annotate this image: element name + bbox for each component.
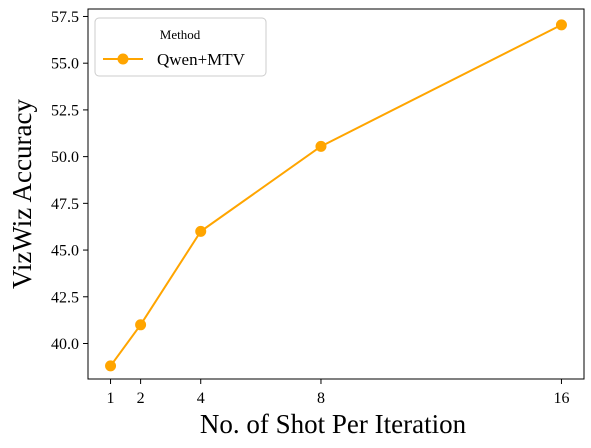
x-tick-label: 8 (317, 390, 325, 407)
y-tick-label: 50.0 (51, 149, 79, 166)
plot-frame (87, 8, 585, 380)
data-point (105, 360, 117, 372)
x-axis-label: No. of Shot Per Iteration (200, 409, 467, 439)
y-tick-label: 45.0 (51, 243, 79, 260)
data-point (555, 19, 567, 31)
y-axis-label: VizWiz Accuracy (7, 99, 37, 289)
series-layer (105, 19, 567, 372)
y-tick-label: 52.5 (51, 102, 79, 119)
data-point (135, 319, 147, 331)
legend-box (94, 17, 267, 77)
x-tick-label: 4 (197, 390, 205, 407)
y-tick-label: 40.0 (51, 336, 79, 353)
x-tick-label: 2 (137, 390, 145, 407)
data-point (315, 140, 327, 152)
plot-area (87, 8, 585, 380)
y-tick-label: 55.0 (51, 56, 79, 73)
legend-title: Method (160, 27, 201, 42)
data-point (195, 225, 207, 237)
x-axis: 1 2 4 8 16 (107, 379, 569, 407)
x-tick-label: 1 (107, 390, 115, 407)
x-tick-label: 16 (553, 390, 569, 407)
legend-marker-qwen-mtv (117, 53, 129, 65)
legend-label-qwen-mtv: Qwen+MTV (157, 50, 246, 69)
legend: Method Qwen+MTV (94, 17, 267, 77)
y-tick-label: 57.5 (51, 9, 79, 26)
y-tick-label: 47.5 (51, 196, 79, 213)
y-tick-label: 42.5 (51, 289, 79, 306)
y-axis: 40.0 42.5 45.0 47.5 50.0 52.5 55.0 57.5 (51, 9, 88, 353)
